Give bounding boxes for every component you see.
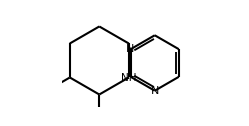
Text: N: N xyxy=(151,86,160,96)
Text: N: N xyxy=(126,43,134,54)
Text: NH: NH xyxy=(121,73,136,83)
